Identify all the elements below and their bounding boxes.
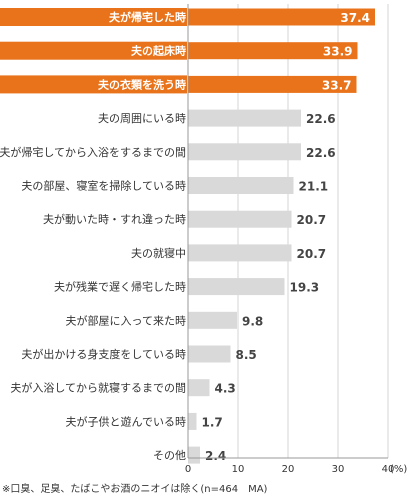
bar [188, 143, 301, 161]
category-label: 夫の起床時 [131, 44, 186, 58]
data-label: 22.6 [306, 146, 336, 160]
category-label: その他 [153, 449, 186, 462]
bar [188, 278, 285, 296]
category-label: 夫が部屋に入って来た時 [66, 313, 186, 327]
category-label-background [0, 75, 187, 94]
bar [188, 379, 210, 397]
bar [188, 311, 237, 329]
category-label: 夫が動いた時・すれ違った時 [43, 212, 186, 226]
category-label: 夫の衣類を洗う時 [98, 77, 186, 91]
data-label: 9.8 [242, 314, 263, 328]
bar [188, 210, 292, 228]
x-tick-label: 20 [282, 464, 295, 475]
data-label: 20.7 [297, 247, 327, 261]
data-label: 33.9 [323, 45, 353, 59]
data-label: 8.5 [236, 348, 257, 362]
x-tick-label: 40 [382, 464, 395, 475]
bar [188, 109, 301, 127]
x-tick-label: 0 [185, 464, 191, 475]
category-label: 夫が残業で遅く帰宅した時 [54, 280, 186, 294]
bar [188, 42, 358, 60]
category-label: 夫が出かける身支度をしている時 [21, 347, 186, 361]
category-label: 夫が帰宅した時 [109, 10, 186, 24]
bar [188, 446, 200, 464]
bar [188, 177, 294, 194]
category-label: 夫の周囲にいる時 [98, 112, 186, 125]
x-tick-label: 30 [332, 464, 345, 475]
x-axis-unit: (%) [390, 464, 407, 475]
bar [188, 75, 357, 93]
x-tick-label: 10 [232, 464, 245, 475]
category-label: 夫が子供と遊んでいる時 [66, 414, 186, 428]
data-label: 19.3 [290, 281, 320, 295]
data-label: 2.4 [205, 449, 226, 463]
category-label-background [0, 8, 187, 26]
data-label: 4.3 [215, 382, 236, 396]
data-label: 1.7 [202, 415, 223, 429]
category-label: 夫の部屋、寝室を掃除している時 [21, 179, 186, 193]
data-label: 21.1 [299, 180, 329, 194]
category-label: 夫が入浴してから就寝するまでの間 [10, 381, 186, 395]
data-label: 20.7 [297, 213, 327, 227]
category-label: 夫の就寝中 [131, 246, 186, 260]
bar [188, 345, 231, 363]
bar [188, 244, 292, 262]
category-label: 夫が帰宅してから入浴をするまでの間 [0, 145, 186, 159]
chart-footnote: ※口臭、足臭、たばこやお酒のニオイは除く(n=464 MA) [2, 484, 268, 495]
category-label-background [0, 41, 187, 60]
data-label: 22.6 [306, 112, 336, 126]
data-label: 33.7 [322, 78, 352, 92]
bar [188, 412, 197, 430]
data-label: 37.4 [340, 11, 370, 25]
bar [188, 8, 375, 26]
